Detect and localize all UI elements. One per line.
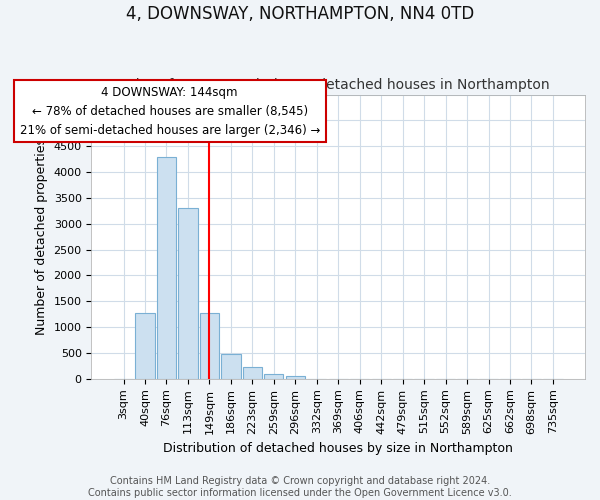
Bar (286, 376, 305, 379)
Text: 4, DOWNSWAY, NORTHAMPTON, NN4 0TD: 4, DOWNSWAY, NORTHAMPTON, NN4 0TD (126, 5, 474, 23)
Bar (200, 313, 219, 379)
Bar (264, 374, 283, 379)
Bar (178, 208, 197, 379)
Bar (136, 313, 155, 379)
Y-axis label: Number of detached properties: Number of detached properties (35, 138, 48, 335)
Bar (221, 354, 241, 379)
Bar (157, 156, 176, 379)
Bar (243, 367, 262, 379)
Text: 4 DOWNSWAY: 144sqm
← 78% of detached houses are smaller (8,545)
21% of semi-deta: 4 DOWNSWAY: 144sqm ← 78% of detached hou… (20, 86, 320, 136)
Title: Size of property relative to detached houses in Northampton: Size of property relative to detached ho… (127, 78, 550, 92)
Text: Contains HM Land Registry data © Crown copyright and database right 2024.
Contai: Contains HM Land Registry data © Crown c… (88, 476, 512, 498)
X-axis label: Distribution of detached houses by size in Northampton: Distribution of detached houses by size … (163, 442, 513, 455)
